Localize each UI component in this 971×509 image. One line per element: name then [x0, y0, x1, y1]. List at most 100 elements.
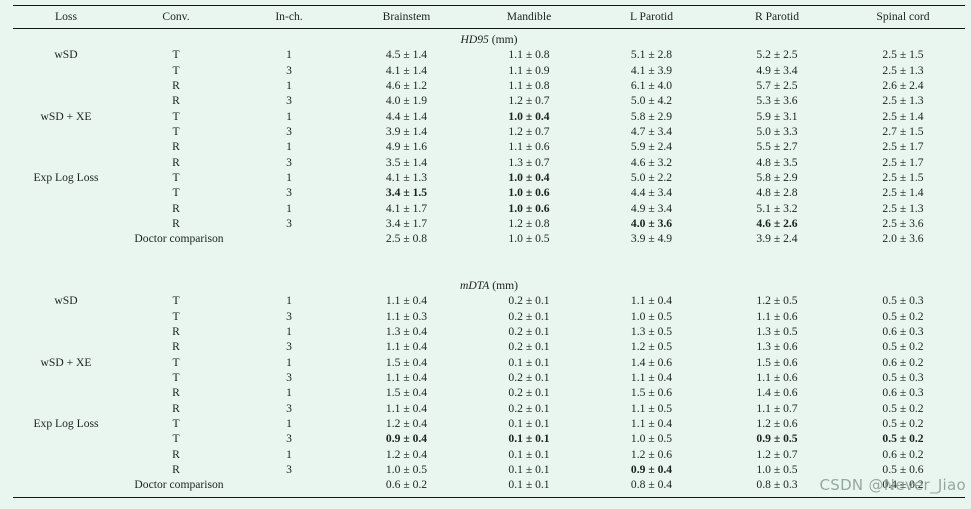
cell-spinal-cord: 0.6 ± 0.2 [882, 447, 924, 461]
cell-in-ch: 1 [286, 355, 292, 369]
cell-r-parotid: 5.2 ± 2.5 [756, 48, 798, 62]
cell-loss [13, 401, 119, 416]
cell-loss [13, 324, 119, 339]
cell-loss: Exp Log Loss [33, 416, 99, 430]
cell-in-ch: 3 [286, 370, 292, 384]
cell-r-parotid: 5.9 ± 3.1 [756, 109, 798, 123]
cell-in-ch: 3 [286, 432, 292, 446]
cell-in-ch: 3 [286, 401, 292, 415]
cell-in-ch: 3 [286, 217, 292, 231]
cell-r-parotid: 5.7 ± 2.5 [756, 79, 798, 93]
cell-conv: T [172, 48, 180, 62]
cell-in-ch: 1 [286, 386, 292, 400]
cell-spinal-cord: 2.5 ± 1.7 [882, 155, 924, 169]
cell-l-parotid: 3.9 ± 4.9 [630, 232, 673, 246]
section-label-name: HD95 [460, 33, 489, 46]
table-row: T 3 4.1 ± 1.4 1.1 ± 0.9 4.1 ± 3.9 4.9 ± 3.4 2.… [13, 63, 965, 78]
cell-brainstem: 4.4 ± 1.4 [385, 109, 428, 123]
cell-loss [13, 309, 119, 324]
cell-r-parotid: 4.8 ± 3.5 [756, 155, 798, 169]
cell-l-parotid: 1.1 ± 0.4 [630, 416, 673, 430]
cell-conv: T [172, 171, 180, 185]
cell-loss: wSD + XE [40, 109, 92, 123]
cell-l-parotid: 1.2 ± 0.5 [630, 340, 673, 354]
cell-mandible: 1.0 ± 0.4 [508, 171, 550, 185]
cell-conv: R [172, 140, 180, 154]
cell-loss [13, 339, 119, 354]
cell-loss: Exp Log Loss [33, 171, 99, 185]
cell-in-ch: 3 [286, 63, 292, 77]
cell-spinal-cord: 0.5 ± 0.3 [882, 370, 924, 384]
cell-conv: T [172, 109, 180, 123]
section-label-row: HD95 (mm) [13, 29, 965, 48]
cell-spinal-cord: 0.5 ± 0.6 [882, 462, 924, 476]
cell-brainstem: 1.0 ± 0.5 [385, 462, 428, 476]
cell-mandible: 0.2 ± 0.1 [508, 401, 550, 415]
cell-l-parotid: 5.0 ± 4.2 [630, 94, 673, 108]
cell-in-ch: 1 [286, 140, 292, 154]
cell-mandible: 0.1 ± 0.1 [508, 416, 550, 430]
cell-brainstem: 4.0 ± 1.9 [385, 94, 428, 108]
cell-spinal-cord: 2.0 ± 3.6 [882, 232, 924, 246]
table-row: R 1 1.3 ± 0.4 0.2 ± 0.1 1.3 ± 0.5 1.3 ± 0.5 0.… [13, 324, 965, 339]
cell-mandible: 0.1 ± 0.1 [508, 447, 550, 461]
cell-l-parotid: 4.0 ± 3.6 [630, 217, 673, 231]
table-row: R 1 4.9 ± 1.6 1.1 ± 0.6 5.9 ± 2.4 5.5 ± 2.7 2.… [13, 139, 965, 154]
cell-loss: wSD [54, 48, 78, 62]
table-row: Doctor comparison 0.6 ± 0.2 0.1 ± 0.1 0.8 ±… [13, 477, 965, 497]
cell-r-parotid: 5.8 ± 2.9 [756, 171, 798, 185]
cell-mandible: 0.2 ± 0.1 [508, 294, 550, 308]
cell-conv: R [172, 217, 180, 231]
cell-r-parotid: 5.0 ± 3.3 [756, 125, 798, 139]
cell-spinal-cord: 2.5 ± 1.5 [882, 171, 924, 185]
cell-l-parotid: 4.1 ± 3.9 [630, 63, 673, 77]
cell-r-parotid: 4.8 ± 2.8 [756, 186, 798, 200]
cell-brainstem: 1.1 ± 0.4 [385, 370, 428, 384]
cell-brainstem: 4.1 ± 1.4 [385, 63, 428, 77]
cell-brainstem: 3.4 ± 1.7 [385, 217, 428, 231]
cell-l-parotid: 1.0 ± 0.5 [630, 309, 673, 323]
table-row: R 3 3.5 ± 1.4 1.3 ± 0.7 4.6 ± 3.2 4.8 ± 3.5 2.… [13, 155, 965, 170]
cell-brainstem: 1.1 ± 0.4 [385, 340, 428, 354]
cell-r-parotid: 5.5 ± 2.7 [756, 140, 798, 154]
table-row: R 1 4.1 ± 1.7 1.0 ± 0.6 4.9 ± 3.4 5.1 ± 3.2 2.… [13, 201, 965, 216]
cell-l-parotid: 4.9 ± 3.4 [630, 201, 673, 215]
table-row: Exp Log Loss T 1 4.1 ± 1.3 1.0 ± 0.4 5.0 ± 2.… [13, 170, 965, 185]
cell-in-ch: 3 [286, 462, 292, 476]
cell-brainstem: 1.1 ± 0.3 [385, 309, 428, 323]
table-row: R 3 3.4 ± 1.7 1.2 ± 0.8 4.0 ± 3.6 4.6 ± 2.6 2.… [13, 216, 965, 231]
cell-r-parotid: 1.4 ± 0.6 [756, 386, 798, 400]
cell-mandible: 0.2 ± 0.1 [508, 324, 550, 338]
cell-loss [13, 78, 119, 93]
cell-loss [13, 431, 119, 446]
cell-mandible: 1.1 ± 0.8 [508, 79, 550, 93]
table-row: wSD + XE T 1 4.4 ± 1.4 1.0 ± 0.4 5.8 ± 2.9 5.9… [13, 109, 965, 124]
cell-spinal-cord: 2.5 ± 1.4 [882, 109, 924, 123]
cell-in-ch: 1 [286, 447, 292, 461]
cell-conv: T [172, 432, 180, 446]
cell-conv: R [172, 386, 180, 400]
cell-l-parotid: 1.1 ± 0.4 [630, 370, 673, 384]
cell-spinal-cord: 2.7 ± 1.5 [882, 125, 924, 139]
cell-l-parotid: 6.1 ± 4.0 [630, 79, 673, 93]
header-row: Loss Conv. In-ch. Brainstem Mandible L P… [13, 5, 965, 29]
results-table: Loss Conv. In-ch. Brainstem Mandible L P… [13, 5, 965, 498]
cell-conv: R [172, 447, 180, 461]
cell-spinal-cord: 2.5 ± 1.5 [882, 48, 924, 62]
cell-l-parotid: 1.0 ± 0.5 [630, 432, 673, 446]
cell-r-parotid: 5.1 ± 3.2 [756, 201, 798, 215]
cell-mandible: 1.0 ± 0.5 [508, 232, 550, 246]
cell-spinal-cord: 2.5 ± 3.6 [882, 217, 924, 231]
table-row: R 3 1.1 ± 0.4 0.2 ± 0.1 1.1 ± 0.5 1.1 ± 0.7 0.… [13, 401, 965, 416]
cell-in-ch: 1 [286, 294, 292, 308]
section-spacer-cell [13, 251, 965, 275]
cell-in-ch: 1 [286, 201, 292, 215]
table-row: R 3 1.1 ± 0.4 0.2 ± 0.1 1.2 ± 0.5 1.3 ± 0.6 0.… [13, 339, 965, 354]
cell-spinal-cord: 2.5 ± 1.3 [882, 63, 924, 77]
table-row: R 1 1.5 ± 0.4 0.2 ± 0.1 1.5 ± 0.6 1.4 ± 0.6 0.… [13, 385, 965, 400]
cell-loss [13, 370, 119, 385]
cell-brainstem: 1.2 ± 0.4 [385, 447, 428, 461]
cell-in-ch: 1 [286, 79, 292, 93]
cell-l-parotid: 1.4 ± 0.6 [630, 355, 673, 369]
cell-in-ch: 3 [286, 186, 292, 200]
